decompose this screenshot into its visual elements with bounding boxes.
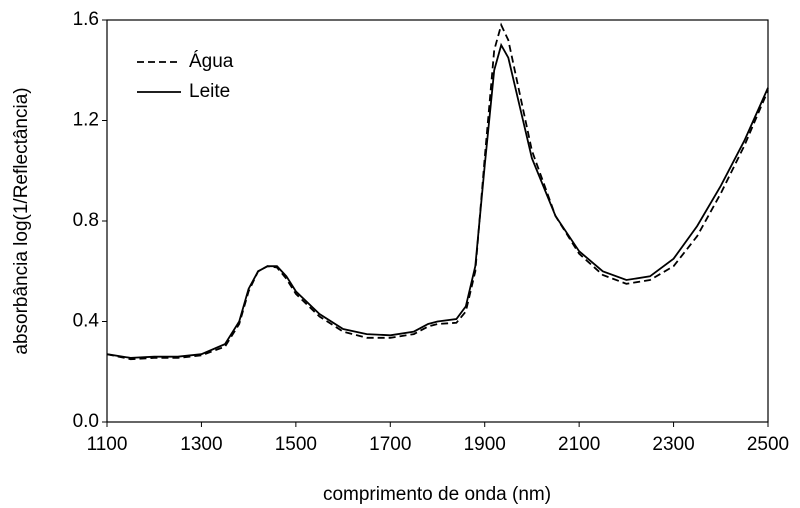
x-axis-label: comprimento de onda (nm) (323, 484, 551, 505)
x-tick-label: 1500 (275, 434, 317, 455)
y-tick-label: 1.6 (73, 9, 99, 30)
data-line (106, 22, 769, 361)
legend-label: Leite (189, 81, 230, 102)
y-axis-label: absorbância log(1/Reflectância) (11, 87, 32, 354)
x-tick-label: 2300 (652, 434, 694, 455)
x-tick-label: 1100 (87, 434, 128, 455)
y-tick-label: 0.0 (73, 411, 99, 432)
data-line (106, 42, 769, 359)
y-tick-label: 0.4 (73, 311, 100, 332)
y-tick-label: 1.2 (73, 110, 99, 131)
x-tick-label: 1700 (369, 434, 411, 455)
x-tick-label: 1300 (180, 434, 222, 455)
x-tick-label: 2500 (747, 434, 789, 455)
x-tick-label: 2100 (558, 434, 600, 455)
legend-label: Água (189, 51, 234, 72)
x-tick-label: 1900 (464, 434, 506, 455)
y-tick-label: 0.8 (73, 210, 99, 231)
